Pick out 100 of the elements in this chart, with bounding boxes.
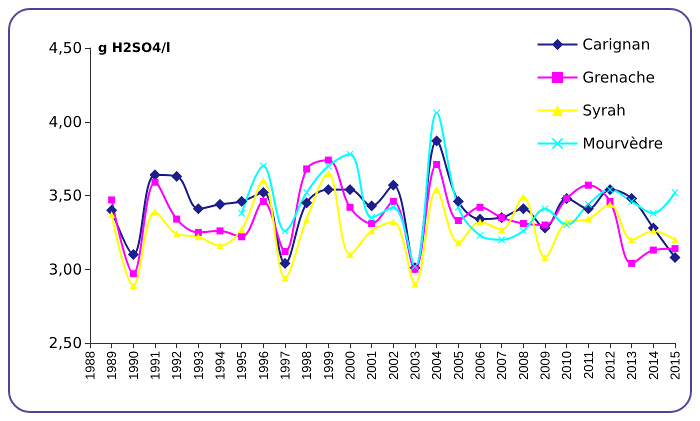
x-tick-label: 2001 <box>364 351 380 380</box>
point <box>454 204 462 211</box>
point <box>433 161 440 168</box>
point <box>238 233 246 240</box>
point <box>584 200 592 208</box>
point <box>192 203 204 214</box>
point <box>628 236 636 244</box>
point <box>108 211 116 218</box>
x-tick-label: 2009 <box>538 351 552 380</box>
x-tick-label: 2015 <box>668 351 682 380</box>
point <box>194 228 202 236</box>
point <box>542 222 548 228</box>
point <box>322 184 334 196</box>
y-axis-title: g H2SO4/l <box>98 41 170 56</box>
point <box>214 198 226 210</box>
point <box>346 251 354 258</box>
point <box>388 180 399 191</box>
point <box>498 226 506 233</box>
point <box>282 227 288 234</box>
x-tick-label: 2011 <box>580 351 596 379</box>
y-tick-label: 4,50 <box>48 39 82 57</box>
point <box>303 165 310 172</box>
x-tick-label: 1996 <box>256 351 271 380</box>
point <box>476 232 484 239</box>
point <box>476 204 484 211</box>
point <box>152 178 158 186</box>
point <box>171 170 182 182</box>
point <box>238 210 246 217</box>
point <box>431 135 442 146</box>
point <box>498 236 506 244</box>
legend-label: Mourvèdre <box>582 134 664 152</box>
point <box>412 280 418 288</box>
x-tick-label: 2012 <box>602 351 618 380</box>
x-tick-label: 2005 <box>450 351 466 380</box>
point <box>390 204 397 211</box>
point <box>368 220 376 228</box>
point <box>216 242 224 250</box>
point <box>390 198 397 205</box>
point <box>324 162 332 170</box>
x-tick-label: 2000 <box>342 351 358 380</box>
x-tick-label: 1990 <box>126 351 141 380</box>
point <box>280 258 290 269</box>
point <box>628 260 636 267</box>
x-tick-label: 2007 <box>494 351 510 380</box>
x-tick-label: 1994 <box>212 351 228 380</box>
point <box>650 246 657 254</box>
x-tick-label: 1999 <box>320 351 336 380</box>
point <box>128 249 139 260</box>
point <box>520 227 527 234</box>
x-tick-label: 2006 <box>472 351 488 380</box>
x-tick-label: 1989 <box>104 351 120 380</box>
x-tick-label: 2004 <box>429 351 444 380</box>
point <box>346 204 354 211</box>
legend-label: Carignan <box>582 36 650 54</box>
point <box>346 150 354 158</box>
legend-label: Syrah <box>582 102 626 120</box>
point <box>584 182 592 189</box>
x-tick-label: 2014 <box>646 351 661 380</box>
point <box>150 169 160 180</box>
point <box>454 239 462 246</box>
point <box>301 197 312 208</box>
x-tick-label: 2010 <box>559 351 574 380</box>
point <box>476 218 484 226</box>
x-tick-label: 1993 <box>190 351 206 380</box>
point <box>216 227 224 234</box>
point <box>452 196 464 207</box>
point <box>152 208 158 216</box>
x-tick-label: 2002 <box>386 351 401 380</box>
point <box>282 248 288 256</box>
point <box>584 216 592 223</box>
y-tick-label: 3,00 <box>48 260 82 278</box>
point <box>542 254 548 261</box>
point <box>258 187 269 198</box>
point <box>238 226 246 233</box>
y-tick-label: 2,50 <box>48 334 82 352</box>
point <box>324 156 332 164</box>
y-tick-label: 4,00 <box>48 112 82 131</box>
point <box>368 227 376 234</box>
point <box>173 230 180 238</box>
point <box>650 210 657 217</box>
point <box>194 233 202 240</box>
point <box>282 274 288 282</box>
point <box>260 198 267 205</box>
x-tick-label: 1991 <box>148 351 162 380</box>
x-tick-label: 1995 <box>234 351 250 380</box>
point <box>366 200 378 212</box>
point <box>670 252 680 263</box>
point <box>672 245 678 252</box>
point <box>303 189 310 196</box>
point <box>173 216 180 223</box>
point <box>454 217 462 224</box>
x-tick-label: 1988 <box>82 351 98 380</box>
x-tick-label: 1998 <box>299 351 314 380</box>
legend-label: Grenache <box>582 68 655 86</box>
y-tick-label: 3,50 <box>48 186 82 204</box>
point <box>130 282 137 289</box>
x-tick-label: 2013 <box>624 351 640 380</box>
point <box>130 270 137 278</box>
point <box>433 109 440 116</box>
x-tick-label: 2003 <box>408 351 422 380</box>
